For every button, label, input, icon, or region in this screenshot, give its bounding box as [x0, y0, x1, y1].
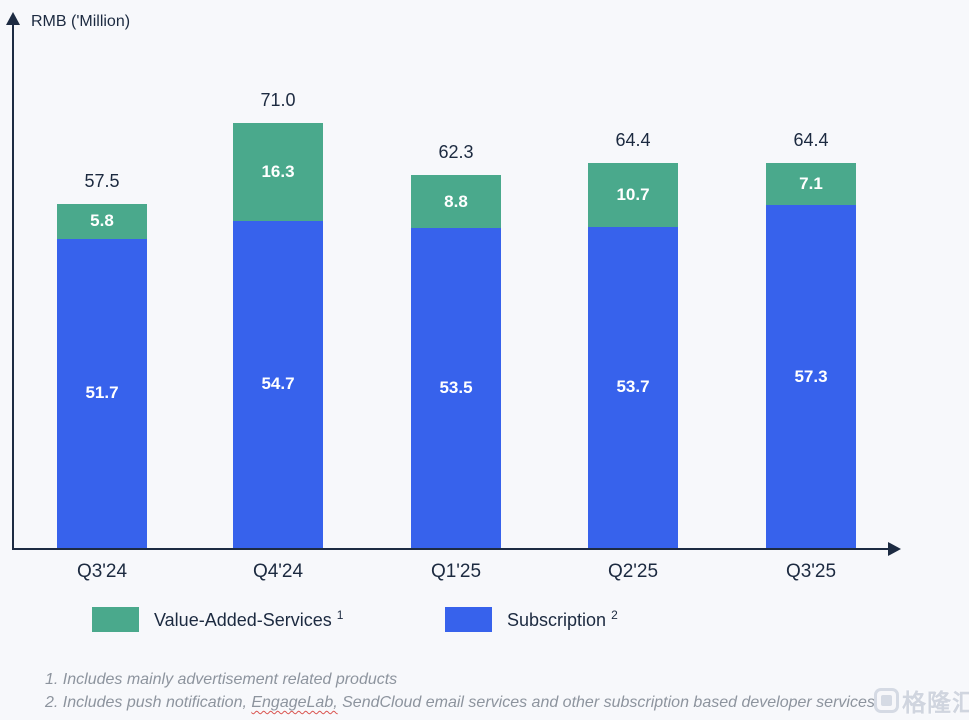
x-axis-label-Q1'25: Q1'25 — [430, 561, 482, 582]
segment-subscription: 51.7 — [57, 238, 147, 548]
legend-item-subscription: Subscription 2 — [445, 603, 618, 635]
bar-Q3'24: 57.5 5.8 51.7 — [57, 171, 147, 548]
segment-subscription: 57.3 — [766, 205, 856, 548]
legend-swatch-value-added-services — [92, 606, 139, 632]
total-label: 57.5 — [84, 171, 120, 192]
x-axis-label-Q4'24: Q4'24 — [252, 561, 304, 582]
y-axis-arrow-icon — [6, 12, 20, 25]
bar-Q2'25: 64.4 10.7 53.7 — [588, 130, 678, 548]
segment-value-label: 57.3 — [794, 366, 828, 386]
spellcheck-flagged-word: EngageLab, — [251, 694, 338, 711]
watermark-text: 格隆汇 — [902, 690, 969, 717]
legend-swatch-subscription — [445, 606, 492, 632]
x-axis-label-Q3'24: Q3'24 — [76, 561, 128, 582]
segment-value-label: 54.7 — [261, 374, 295, 394]
segment-value-added-services: 7.1 — [766, 162, 856, 206]
legend-label: Subscription 2 — [507, 607, 618, 630]
segment-value-label: 16.3 — [261, 162, 295, 182]
segment-value-label: 53.7 — [616, 377, 650, 397]
gelonghui-watermark: 格隆汇 — [874, 683, 969, 718]
segment-subscription: 54.7 — [233, 220, 323, 548]
total-label: 62.3 — [438, 142, 474, 163]
x-axis-label-Q3'25: Q3'25 — [785, 561, 837, 582]
gelonghui-logo-icon — [874, 688, 899, 713]
footnote-2: 2. Includes push notification, EngageLab… — [45, 694, 875, 711]
segment-value-label: 5.8 — [90, 211, 114, 231]
total-label: 64.4 — [793, 129, 829, 150]
segment-value-added-services: 5.8 — [57, 204, 147, 239]
bar-Q3'25: 64.4 7.1 57.3 — [766, 130, 856, 548]
footnotes: 1. Includes mainly advertisement related… — [45, 668, 969, 714]
segment-subscription: 53.5 — [411, 228, 501, 548]
segment-value-label: 7.1 — [799, 174, 823, 194]
legend-superscript: 2 — [611, 607, 618, 622]
y-axis-title: RMB ('Million) — [31, 13, 131, 30]
segment-value-label: 53.5 — [439, 378, 473, 397]
segment-value-label: 8.8 — [444, 191, 468, 211]
total-label: 64.4 — [615, 129, 651, 150]
legend-item-value-added-services: Value-Added-Services 1 — [92, 603, 343, 635]
x-axis-label-Q2'25: Q2'25 — [607, 561, 659, 582]
segment-value-added-services: 8.8 — [411, 175, 501, 229]
footnote-1: 1. Includes mainly advertisement related… — [45, 671, 398, 688]
segment-subscription: 53.7 — [588, 226, 678, 548]
bar-Q1'25: 62.3 8.8 53.5 — [411, 142, 501, 548]
segment-value-added-services: 16.3 — [233, 123, 323, 221]
segment-value-label: 10.7 — [616, 184, 650, 204]
y-axis-line — [12, 24, 14, 549]
segment-value-added-services: 10.7 — [588, 162, 678, 227]
chart-legend: Value-Added-Services 1 Subscription 2 — [92, 603, 852, 635]
total-label: 71.0 — [260, 90, 296, 111]
x-axis-line — [12, 548, 890, 550]
legend-label: Value-Added-Services 1 — [154, 607, 344, 630]
segment-value-label: 51.7 — [85, 383, 119, 403]
legend-superscript: 1 — [336, 607, 344, 622]
x-axis-arrow-icon — [888, 542, 901, 556]
bar-Q4'24: 71.0 16.3 54.7 — [233, 90, 323, 548]
